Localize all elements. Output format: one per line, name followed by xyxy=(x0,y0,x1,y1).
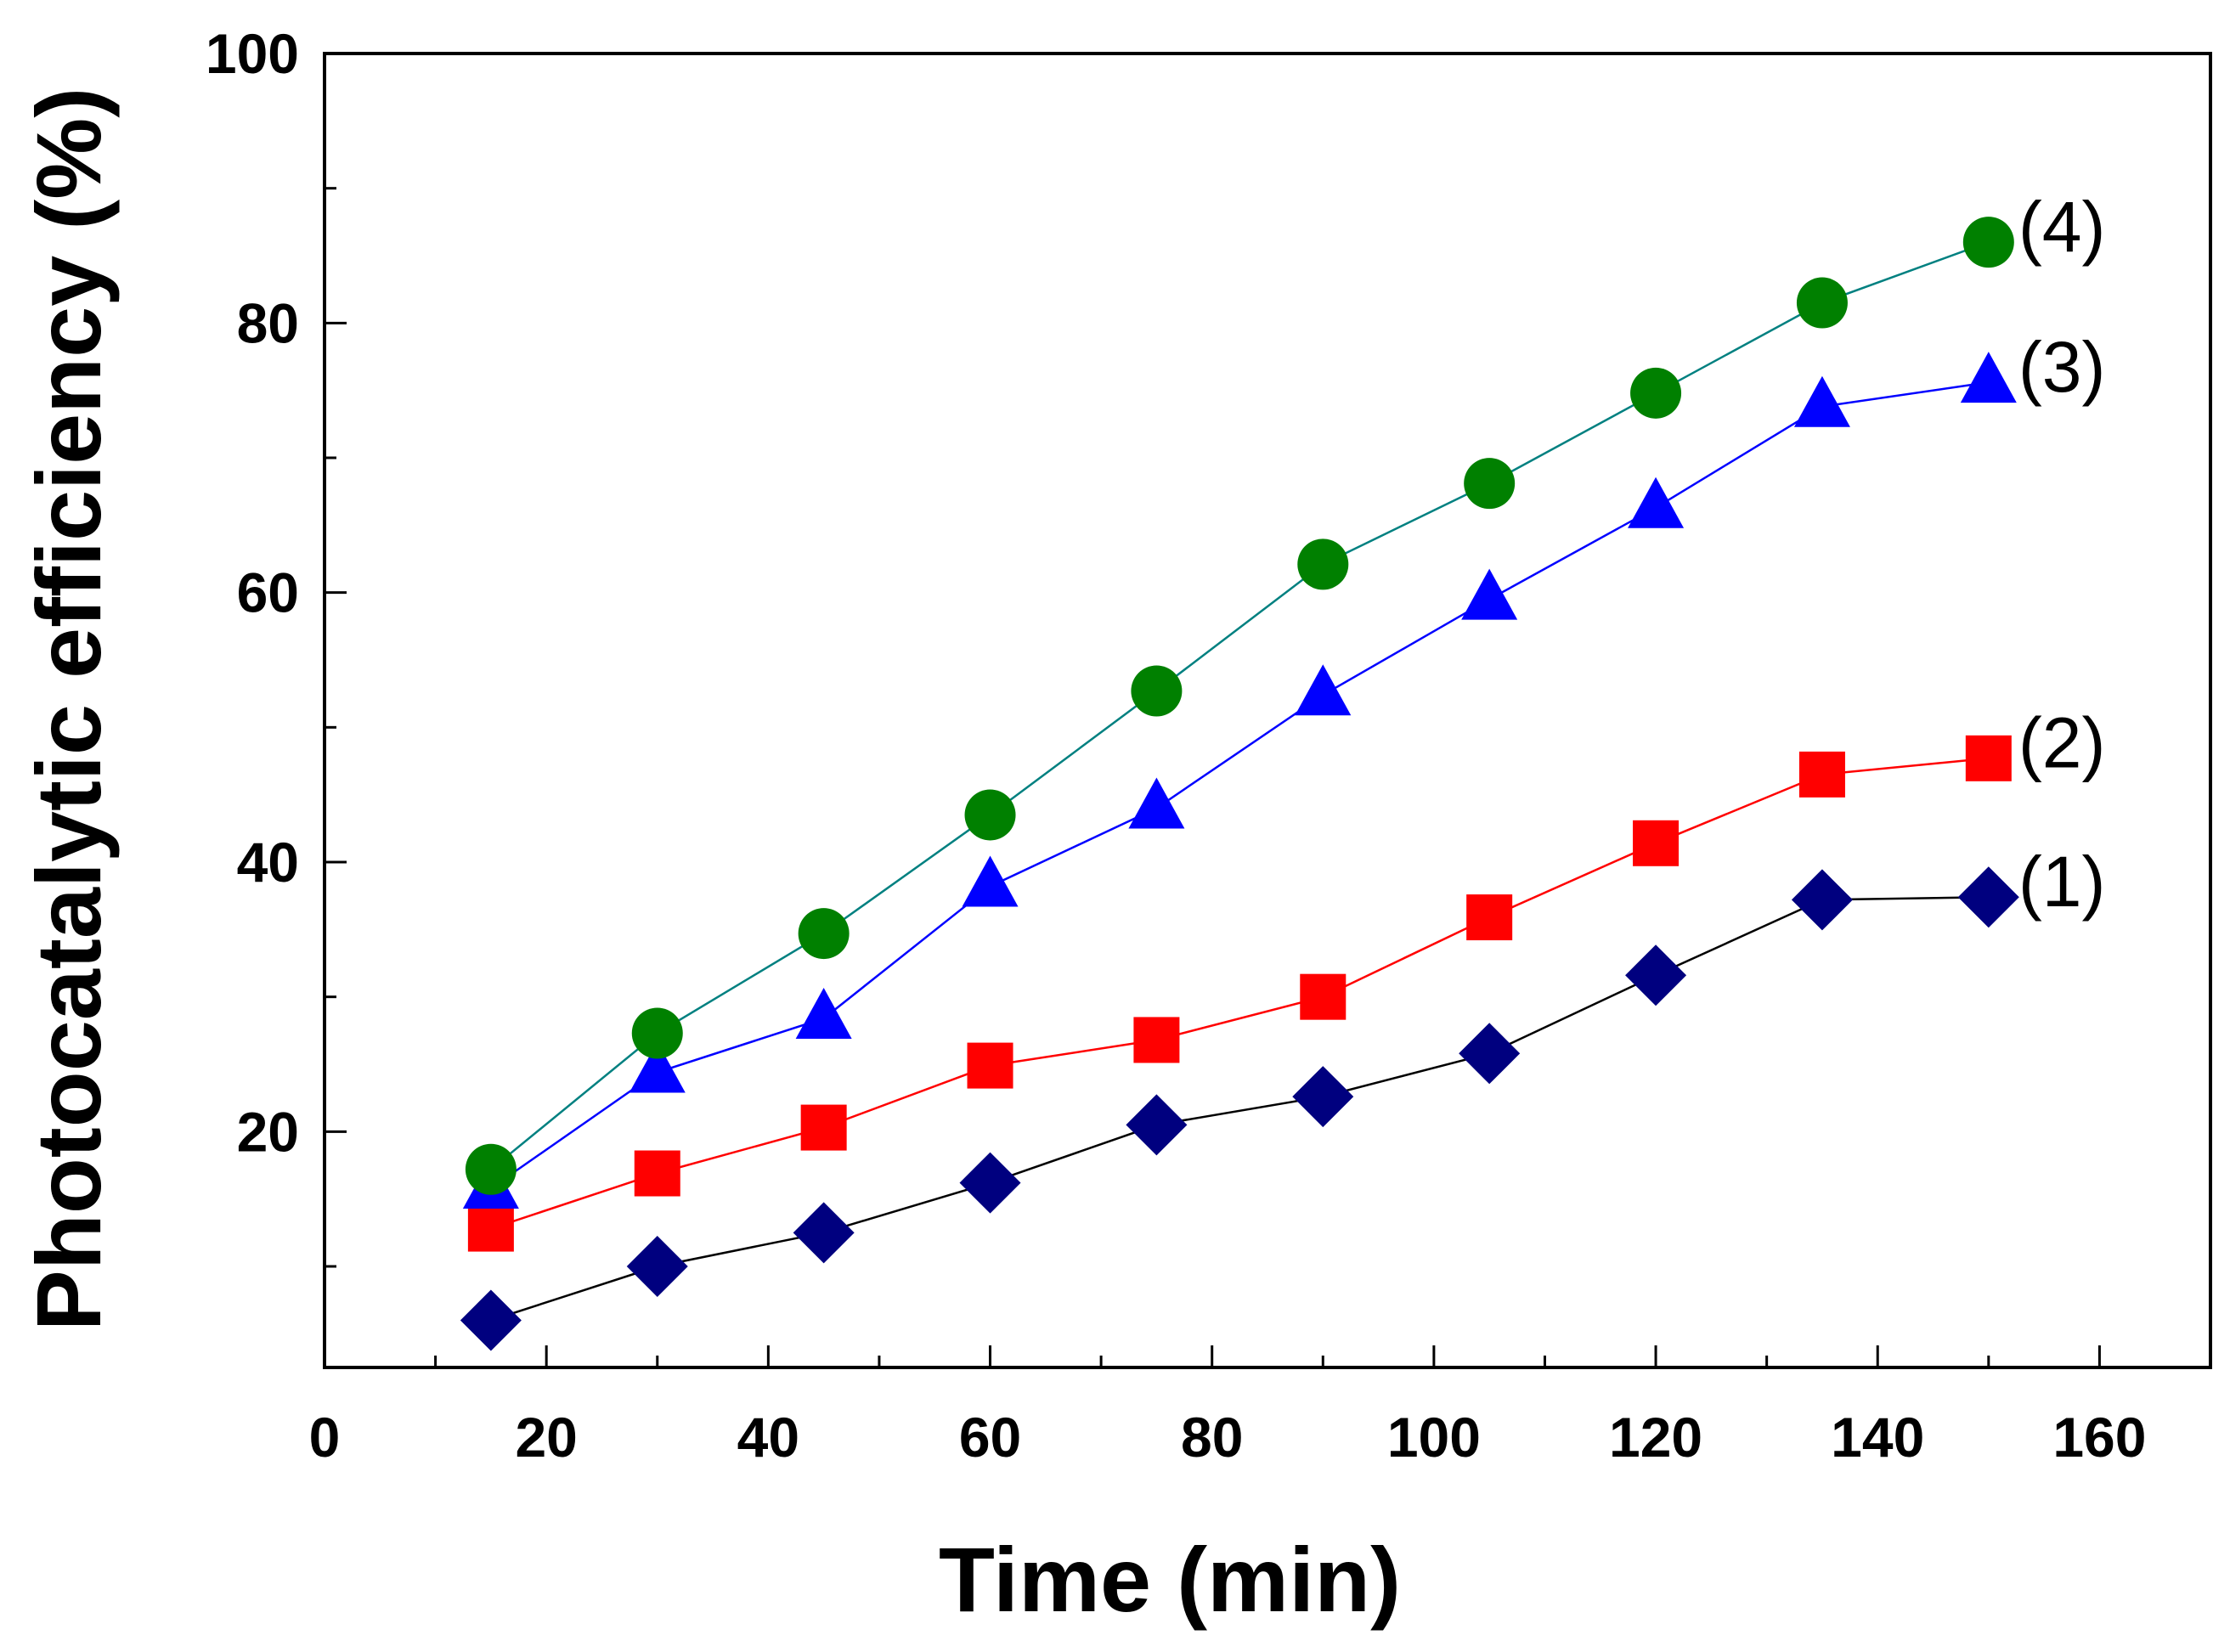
y-tick-label: 80 xyxy=(237,291,299,354)
data-point-triangle xyxy=(1960,352,2017,403)
series-line-1 xyxy=(490,896,1989,1322)
data-point-square xyxy=(1798,751,1845,798)
data-point-triangle xyxy=(1628,476,1685,528)
data-point-triangle xyxy=(1295,664,1352,716)
data-point-diamond xyxy=(959,1152,1021,1214)
data-point-triangle xyxy=(962,855,1019,907)
data-point-diamond xyxy=(1957,866,2019,928)
data-point-square xyxy=(634,1150,680,1197)
data-point-square xyxy=(467,1205,514,1252)
data-point-square xyxy=(800,1104,847,1151)
data-point-circle xyxy=(1131,665,1183,717)
x-tick-label: 20 xyxy=(515,1406,577,1469)
data-point-triangle xyxy=(1128,777,1185,829)
data-point-square xyxy=(1300,973,1346,1020)
y-tick-label: 20 xyxy=(237,1100,299,1163)
series-label-4: (4) xyxy=(2018,187,2106,267)
y-axis-title: Photocatalytic efficiency (%) xyxy=(17,87,120,1331)
series-label-2: (2) xyxy=(2018,703,2106,783)
data-point-circle xyxy=(465,1143,517,1195)
y-tick-label: 40 xyxy=(237,831,299,894)
x-tick-label: 60 xyxy=(959,1406,1021,1469)
x-tick-label: 100 xyxy=(1387,1406,1481,1469)
series-line-2 xyxy=(490,757,1989,1230)
data-point-circle xyxy=(1630,367,1682,419)
data-point-triangle xyxy=(1793,375,1850,427)
data-point-diamond xyxy=(1791,869,1853,931)
x-tick-label: 160 xyxy=(2052,1406,2146,1469)
data-point-diamond xyxy=(793,1202,855,1264)
data-point-circle xyxy=(631,1007,683,1059)
y-tick-label: 60 xyxy=(237,561,299,624)
x-tick-label: 120 xyxy=(1609,1406,1702,1469)
data-point-square xyxy=(1466,894,1513,941)
data-point-triangle xyxy=(795,988,852,1040)
x-tick-label: 40 xyxy=(737,1406,799,1469)
data-point-square xyxy=(1133,1017,1180,1063)
series-lines xyxy=(490,240,1990,1322)
x-tick-label: 140 xyxy=(1831,1406,1924,1469)
axis-ticks: 0 20 40 60 80 100 120 140 160 20 40 60 80 100 xyxy=(206,22,2212,1469)
x-tick-label: 0 xyxy=(309,1406,341,1469)
data-point-square xyxy=(1965,735,2012,781)
data-point-diamond xyxy=(1292,1066,1354,1128)
data-point-diamond xyxy=(1625,944,1687,1006)
series-line-4 xyxy=(490,240,1990,1170)
data-point-diamond xyxy=(626,1236,688,1297)
data-point-triangle xyxy=(629,1041,686,1093)
data-point-square xyxy=(967,1042,1013,1089)
series-line-3 xyxy=(490,381,1989,1190)
series-markers xyxy=(460,217,2019,1351)
data-point-circle xyxy=(1297,538,1349,590)
data-point-diamond xyxy=(1459,1023,1521,1085)
data-point-square xyxy=(1633,820,1680,866)
data-point-circle xyxy=(964,789,1016,841)
series-label-1: (1) xyxy=(2018,842,2106,922)
x-axis-title: Time (min) xyxy=(939,1528,1401,1631)
y-tick-label: 100 xyxy=(206,22,299,85)
series-labels: (1) (2) (3) (4) xyxy=(2018,187,2106,922)
data-point-circle xyxy=(798,908,850,960)
x-tick-label: 80 xyxy=(1181,1406,1243,1469)
data-point-circle xyxy=(1962,217,2014,268)
data-point-circle xyxy=(1464,458,1516,510)
data-point-triangle xyxy=(1461,568,1518,620)
plot-frame xyxy=(323,52,2212,1369)
data-point-diamond xyxy=(1126,1094,1188,1156)
data-point-circle xyxy=(1796,277,1848,329)
series-label-3: (3) xyxy=(2018,327,2106,407)
data-point-diamond xyxy=(460,1289,522,1351)
